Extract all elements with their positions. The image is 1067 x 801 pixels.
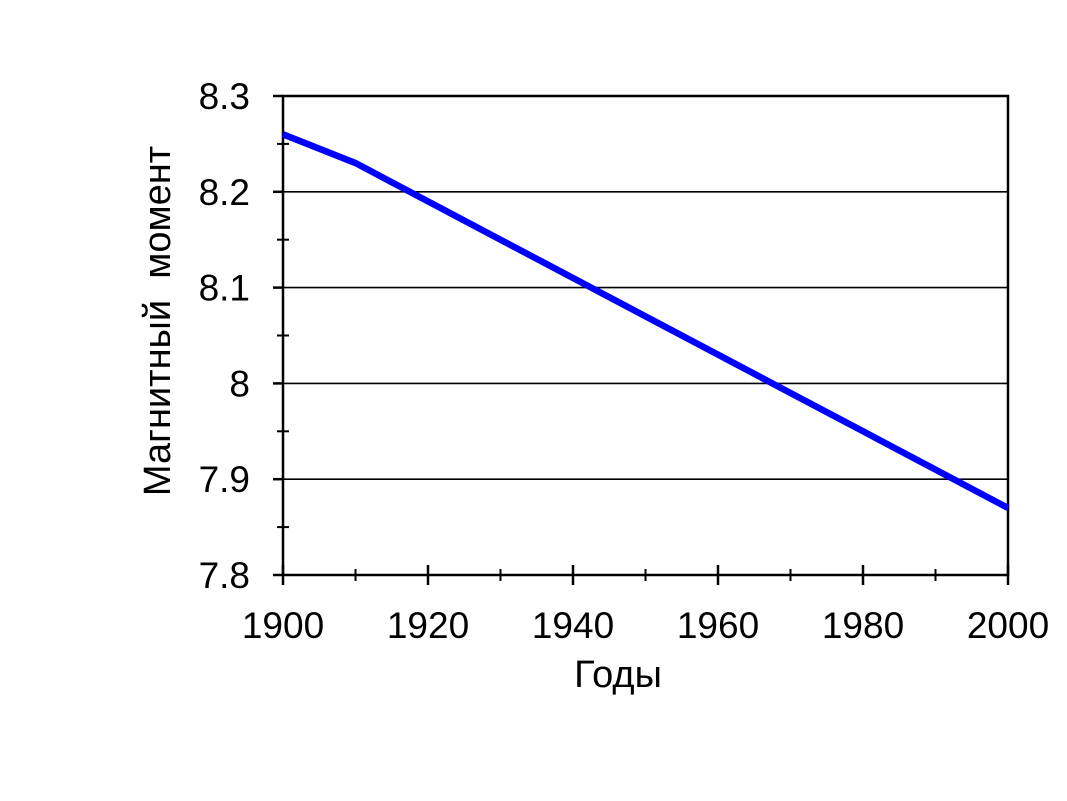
x-tick-label: 1960 bbox=[677, 605, 759, 646]
y-tick-label: 8.1 bbox=[199, 268, 250, 309]
x-tick-label: 1980 bbox=[822, 605, 904, 646]
y-tick-label: 8.3 bbox=[199, 76, 250, 117]
y-tick-label: 8.2 bbox=[199, 172, 250, 213]
y-tick-label: 7.8 bbox=[199, 555, 250, 596]
data-series bbox=[281, 131, 1010, 511]
x-tick-label: 1940 bbox=[532, 605, 614, 646]
tick-labels: 7.8 7.9 8 8.1 8.2 8.3 1900 1920 1940 1960 1980 2000 bbox=[199, 76, 1050, 646]
y-axis-title: Магнитный момент bbox=[137, 145, 179, 497]
x-tick-label: 1900 bbox=[242, 605, 324, 646]
x-tick-label: 1920 bbox=[387, 605, 469, 646]
x-axis-title: Годы bbox=[574, 654, 662, 696]
x-tick-label: 2000 bbox=[967, 605, 1049, 646]
y-tick-label: 7.9 bbox=[199, 459, 250, 500]
plot-border bbox=[281, 94, 1010, 577]
axis-ticks bbox=[273, 94, 1010, 585]
y-tick-label: 8 bbox=[229, 363, 250, 404]
plot-frame bbox=[281, 94, 1010, 577]
data-line bbox=[281, 131, 1010, 511]
gridlines bbox=[283, 191, 1008, 481]
